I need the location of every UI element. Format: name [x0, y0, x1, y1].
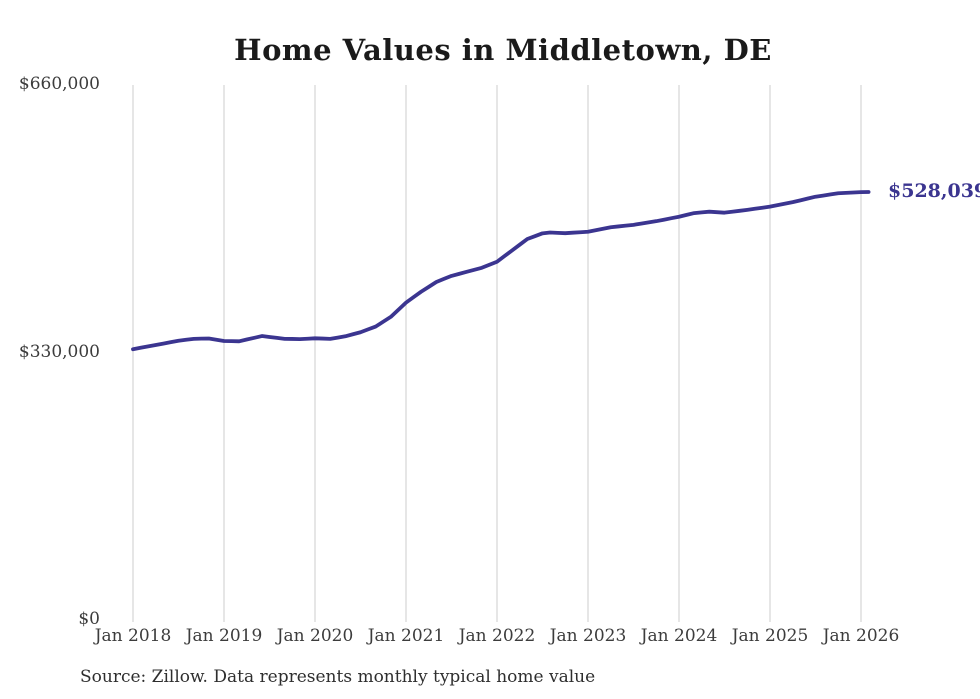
x-tick-label: Jan 2026: [822, 626, 900, 646]
y-tick-label: $330,000: [18, 341, 100, 362]
x-tick-label: Jan 2019: [185, 626, 263, 646]
home-value-line: [131, 190, 871, 352]
x-tick-label: Jan 2022: [458, 626, 536, 646]
x-tick-label: Jan 2021: [367, 626, 445, 646]
chart-title: Home Values in Middletown, DE: [234, 33, 772, 67]
x-tick-label: Jan 2024: [640, 626, 718, 646]
x-tick-label: Jan 2025: [731, 626, 809, 646]
y-tick-label: $660,000: [18, 74, 100, 94]
year-gridlines: [132, 85, 862, 622]
x-tick-label: Jan 2020: [276, 626, 354, 646]
latest-value-label: $528,039: [888, 179, 980, 202]
source-note: Source: Zillow. Data represents monthly …: [80, 667, 596, 687]
x-tick-label: Jan 2018: [94, 626, 172, 646]
y-tick-label: $0: [78, 609, 100, 629]
x-tick-label: Jan 2023: [549, 626, 627, 646]
